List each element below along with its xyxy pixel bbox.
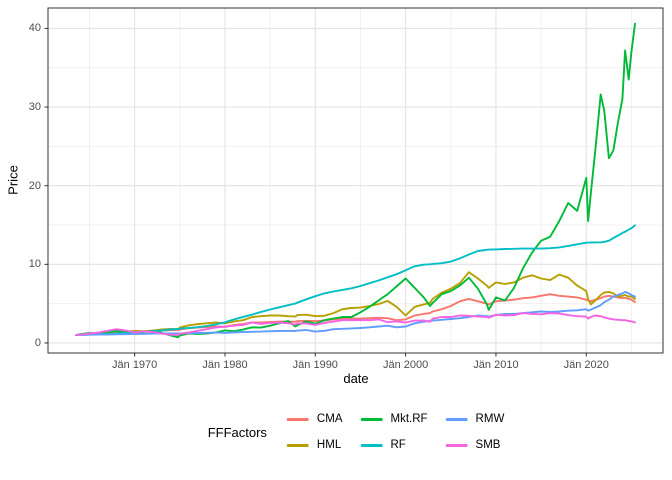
legend-key-line <box>286 417 309 421</box>
legend-label: HML <box>316 439 342 451</box>
y-tick-label: 20 <box>28 179 41 192</box>
y-tick-label: 30 <box>28 101 41 114</box>
x-tick-label: Jän 1990 <box>292 359 338 371</box>
legend-key-line <box>360 443 383 447</box>
legend-item-rmw: RMW <box>445 413 505 425</box>
legend-item-cma: CMA <box>286 413 343 425</box>
legend-key-line <box>360 417 383 421</box>
legend-item-mktrf: Mkt.RF <box>360 413 428 425</box>
legend-item-hml: HML <box>286 439 343 451</box>
legend-key-line <box>445 417 468 421</box>
x-tick-label: Jän 1970 <box>112 359 158 371</box>
legend-title: FFFactors <box>207 424 267 440</box>
legend-key-line <box>286 443 309 447</box>
x-axis-title: date <box>343 371 369 386</box>
y-tick-label: 10 <box>28 258 41 271</box>
legend-items: CMA HML Mkt.RF RF RMW SMB <box>286 413 505 451</box>
y-tick-label: 0 <box>34 336 41 349</box>
series-line-rf <box>75 224 636 337</box>
legend-label: RF <box>390 439 406 451</box>
x-tick-label: Jän 2010 <box>473 359 519 371</box>
legend-label: Mkt.RF <box>390 413 428 425</box>
x-tick-label: Jän 1980 <box>202 359 248 371</box>
series-line-cma <box>75 293 636 337</box>
legend-item-smb: SMB <box>445 439 505 451</box>
x-tick-label: Jän 2020 <box>563 359 609 371</box>
legend-label: CMA <box>316 413 343 425</box>
panel-border <box>47 7 664 354</box>
legend: FFFactors CMA HML Mkt.RF RF RMW SMB <box>208 413 505 451</box>
legend-key-line <box>445 443 468 447</box>
legend-label: SMB <box>475 439 501 451</box>
series-line-smb <box>75 312 636 337</box>
legend-label: RMW <box>475 413 505 425</box>
x-tick-label: Jän 2000 <box>382 359 429 371</box>
series-line-mktrf <box>75 22 636 339</box>
legend-item-rf: RF <box>360 439 427 451</box>
y-tick-label: 40 <box>28 22 41 35</box>
